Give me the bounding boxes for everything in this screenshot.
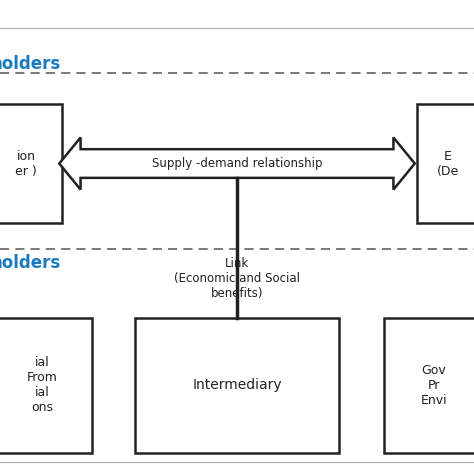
FancyBboxPatch shape xyxy=(0,318,92,453)
FancyBboxPatch shape xyxy=(0,104,62,223)
Text: Link
(Economic and Social
benefits): Link (Economic and Social benefits) xyxy=(174,257,300,301)
Text: ial
From
ial
ons: ial From ial ons xyxy=(27,356,58,414)
Polygon shape xyxy=(59,137,415,190)
Text: Intermediary: Intermediary xyxy=(192,378,282,392)
Text: holders: holders xyxy=(0,55,61,73)
Text: E
(De: E (De xyxy=(437,149,459,178)
Text: holders: holders xyxy=(0,254,61,272)
FancyBboxPatch shape xyxy=(135,318,339,453)
FancyBboxPatch shape xyxy=(384,318,474,453)
Text: Gov
Pr
Envi: Gov Pr Envi xyxy=(420,364,447,407)
FancyBboxPatch shape xyxy=(417,104,474,223)
Text: ion
er ): ion er ) xyxy=(15,149,37,178)
Text: Supply -demand relationship: Supply -demand relationship xyxy=(152,157,322,170)
